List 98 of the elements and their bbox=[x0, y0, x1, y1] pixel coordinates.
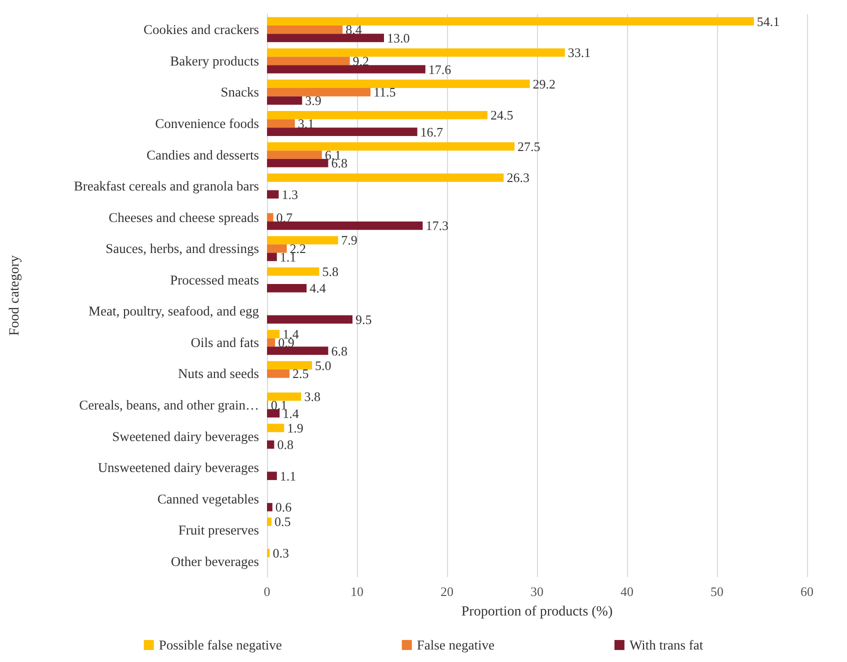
y-tick-label: Oils and fats bbox=[190, 334, 259, 350]
bar bbox=[267, 472, 277, 480]
bar bbox=[267, 158, 328, 168]
bar bbox=[267, 236, 338, 244]
data-label: 3.9 bbox=[305, 93, 322, 108]
data-label: 54.1 bbox=[756, 14, 780, 29]
data-label: 9.5 bbox=[356, 312, 372, 327]
bar bbox=[267, 370, 290, 378]
y-tick-label: Cookies and crackers bbox=[144, 22, 259, 38]
y-tick-label: Canned vegetables bbox=[157, 491, 259, 506]
bar bbox=[267, 346, 328, 355]
data-label: 17.6 bbox=[428, 62, 452, 77]
bar bbox=[267, 244, 287, 253]
x-tick-label: 20 bbox=[440, 584, 454, 599]
bar bbox=[267, 17, 754, 26]
y-axis-title: Food category bbox=[8, 255, 22, 336]
bar bbox=[267, 88, 370, 96]
bar bbox=[267, 221, 423, 230]
bar bbox=[267, 440, 274, 449]
x-tick-label: 0 bbox=[264, 584, 270, 599]
y-tick-label: Convenience foods bbox=[155, 116, 259, 131]
data-label: 29.2 bbox=[532, 76, 556, 92]
data-label: 1.3 bbox=[282, 186, 298, 202]
data-label: 0.3 bbox=[272, 546, 289, 561]
data-label: 0.5 bbox=[274, 514, 291, 530]
data-label: 11.5 bbox=[374, 84, 396, 100]
bar bbox=[267, 96, 302, 105]
bar bbox=[267, 338, 276, 347]
y-tick-label: Unsweetened dairy beverages bbox=[98, 460, 259, 476]
x-tick-label: 50 bbox=[710, 584, 724, 599]
data-label: 0.8 bbox=[277, 437, 294, 452]
y-tick-label: Nuts and seeds bbox=[178, 366, 259, 382]
data-label: 26.3 bbox=[506, 170, 530, 186]
y-tick-label: Breakfast cereals and granola bars bbox=[74, 178, 259, 194]
y-tick-label: Cheeses and cheese spreads bbox=[108, 210, 259, 225]
data-label: 16.7 bbox=[420, 124, 444, 140]
data-label: 3.8 bbox=[304, 389, 320, 404]
bar bbox=[267, 25, 343, 34]
x-tick-label: 40 bbox=[620, 584, 634, 599]
y-tick-label: Sauces, herbs, and dressings bbox=[106, 241, 259, 256]
bar bbox=[267, 142, 514, 151]
data-label: 5.0 bbox=[315, 358, 332, 373]
bar bbox=[267, 392, 302, 401]
y-tick-label: Sweetened dairy beverages bbox=[112, 428, 259, 444]
data-label: 0.7 bbox=[276, 210, 294, 225]
bar bbox=[267, 56, 350, 66]
y-tick-label: Other beverages bbox=[170, 554, 259, 569]
bar bbox=[267, 190, 279, 199]
legend-label: False negative bbox=[416, 638, 494, 652]
y-tick-label: Processed meats bbox=[170, 272, 259, 288]
y-tick-label: Fruit preserves bbox=[178, 522, 259, 538]
legend-label: Possible false negative bbox=[158, 638, 282, 652]
x-tick-label: 60 bbox=[800, 584, 814, 599]
x-axis-title: Proportion of products (%) bbox=[461, 604, 613, 620]
bar bbox=[267, 267, 320, 276]
bar bbox=[267, 48, 565, 57]
data-label: 5.8 bbox=[322, 264, 338, 280]
data-label: 33.1 bbox=[568, 45, 591, 60]
bar bbox=[267, 252, 277, 262]
bar bbox=[267, 361, 312, 370]
data-label: 4.4 bbox=[310, 280, 326, 296]
data-label: 2.5 bbox=[292, 366, 309, 382]
legend-label: With trans fat bbox=[629, 638, 704, 652]
data-label: 1.1 bbox=[280, 468, 296, 484]
x-tick-label: 10 bbox=[350, 584, 364, 599]
bar bbox=[267, 80, 530, 88]
bar bbox=[267, 110, 488, 120]
x-tick-label: 30 bbox=[530, 584, 544, 599]
bar bbox=[267, 424, 284, 432]
bar bbox=[267, 65, 426, 74]
bar bbox=[267, 330, 280, 338]
data-label: 6.8 bbox=[331, 343, 348, 358]
bar bbox=[267, 119, 295, 128]
y-tick-label: Cereals, beans, and other grain… bbox=[79, 397, 259, 412]
bar bbox=[267, 502, 272, 512]
data-label: 0.6 bbox=[275, 500, 292, 515]
y-tick-label: Meat, poultry, seafood, and egg bbox=[88, 304, 260, 319]
y-tick-label: Snacks bbox=[220, 84, 259, 100]
bar bbox=[267, 409, 280, 418]
bar bbox=[267, 34, 384, 42]
bar bbox=[267, 284, 307, 292]
bar bbox=[267, 315, 352, 324]
data-label: 9.2 bbox=[352, 53, 370, 68]
bar bbox=[267, 128, 418, 136]
y-tick-label: Bakery products bbox=[170, 53, 259, 68]
data-label: 3.1 bbox=[298, 116, 314, 131]
bar bbox=[267, 213, 274, 222]
data-label: 27.5 bbox=[518, 138, 540, 154]
data-label: 24.5 bbox=[490, 108, 514, 123]
y-tick-label: Candies and desserts bbox=[146, 147, 259, 162]
data-label: 7.9 bbox=[341, 232, 358, 248]
bar bbox=[267, 174, 504, 182]
bar bbox=[267, 150, 322, 159]
data-label: 8.4 bbox=[346, 22, 362, 38]
bar bbox=[267, 518, 272, 526]
data-label: 1.9 bbox=[287, 420, 304, 436]
data-label: 13.0 bbox=[387, 30, 410, 46]
data-label: 17.3 bbox=[426, 218, 448, 234]
